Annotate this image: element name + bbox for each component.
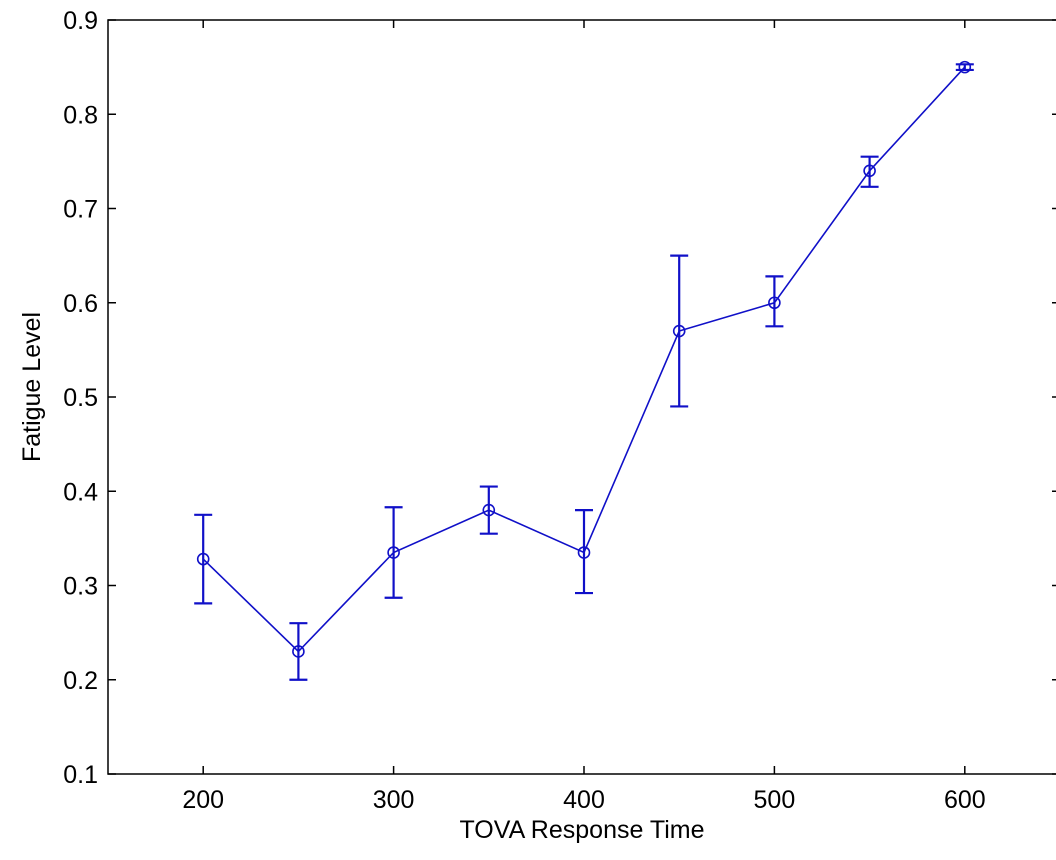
y-tick-label: 0.3 xyxy=(63,573,98,601)
data-point xyxy=(577,546,591,559)
y-tick-label: 0.5 xyxy=(63,384,98,412)
data-point xyxy=(292,645,305,658)
axes-frame xyxy=(107,19,1056,775)
data-point xyxy=(196,552,210,566)
x-tick-label: 400 xyxy=(563,786,605,814)
data-point xyxy=(958,60,972,74)
x-tick-label: 200 xyxy=(182,786,224,814)
x-axis-label: TOVA Response Time xyxy=(459,816,704,844)
data-point xyxy=(863,164,876,178)
data-point xyxy=(387,546,400,559)
plot-axes xyxy=(107,19,1056,775)
tick-labels: 200 300 400 500 600 0.1 0.2 0.3 0.4 0.5 0.6 0.7 0.8 0… xyxy=(63,7,985,814)
y-tick-label: 0.8 xyxy=(63,101,98,129)
y-tick-label: 0.4 xyxy=(63,478,98,506)
y-tick-label: 0.6 xyxy=(63,290,98,318)
y-tick-label: 0.7 xyxy=(63,196,98,224)
data-point xyxy=(672,324,686,338)
y-tick-label: 0.9 xyxy=(63,7,98,35)
y-tick-label: 0.2 xyxy=(63,667,98,695)
x-tick-label: 600 xyxy=(944,786,986,814)
x-tick-label: 500 xyxy=(754,786,796,814)
y-axis-label: Fatigue Level xyxy=(18,312,46,462)
y-tick-label: 0.1 xyxy=(63,761,98,789)
x-tick-label: 300 xyxy=(373,786,415,814)
series-group xyxy=(194,60,974,681)
data-point xyxy=(768,296,781,310)
data-point xyxy=(482,503,496,517)
